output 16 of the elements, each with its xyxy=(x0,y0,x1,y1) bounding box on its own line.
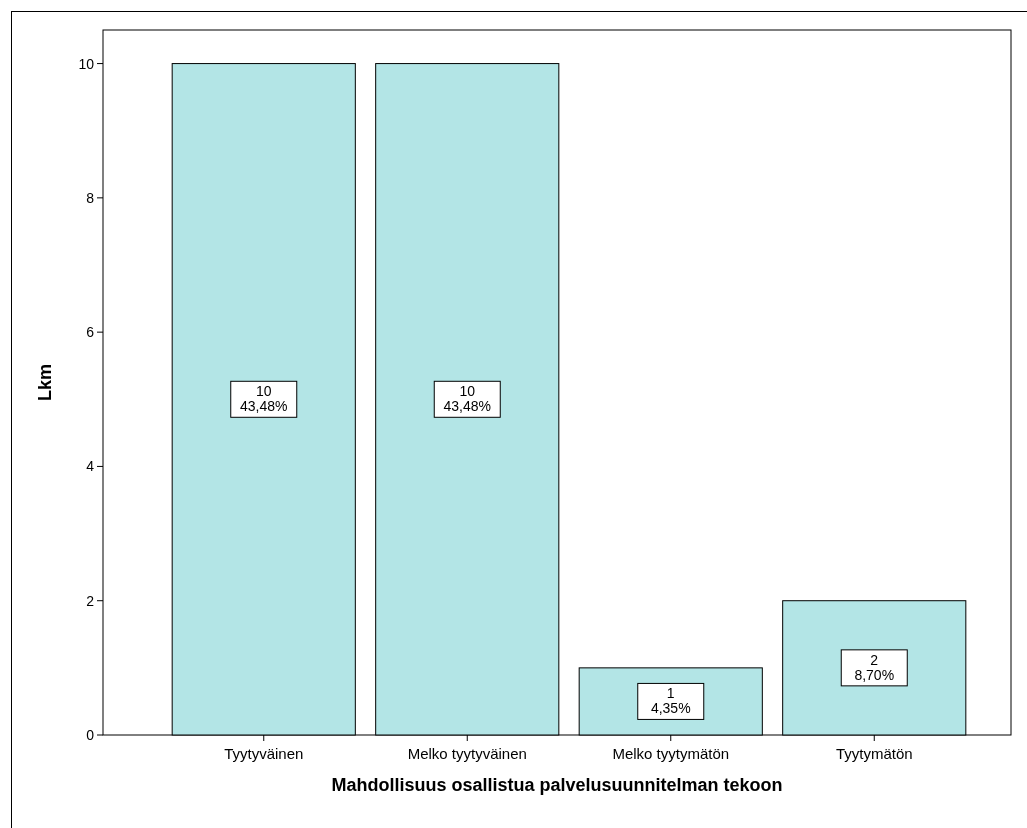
data-label: 1 4,35% xyxy=(650,685,691,717)
y-tick-label: 2 xyxy=(86,592,95,609)
y-tick-label: 4 xyxy=(86,458,95,475)
y-axis-title: Lkm xyxy=(35,363,55,402)
x-tick-label: Melko tyytymätön xyxy=(612,745,730,762)
x-tick-label: Tyytymätön xyxy=(835,745,913,762)
y-tick-label: 10 xyxy=(78,55,95,72)
y-tick-label: 8 xyxy=(86,189,95,206)
data-label: 10 43,48% xyxy=(240,383,288,415)
data-label: 10 43,48% xyxy=(443,383,491,415)
x-tick-label: Melko tyytyväinen xyxy=(407,745,527,762)
x-axis-title: Mahdollisuus osallistua palvelusuunnitelman tekoon xyxy=(331,775,783,795)
y-tick-label: 0 xyxy=(86,727,95,743)
x-tick-label: Tyytyväinen xyxy=(224,745,304,762)
data-label: 2 8,70% xyxy=(854,651,895,683)
y-tick-label: 6 xyxy=(86,324,95,341)
